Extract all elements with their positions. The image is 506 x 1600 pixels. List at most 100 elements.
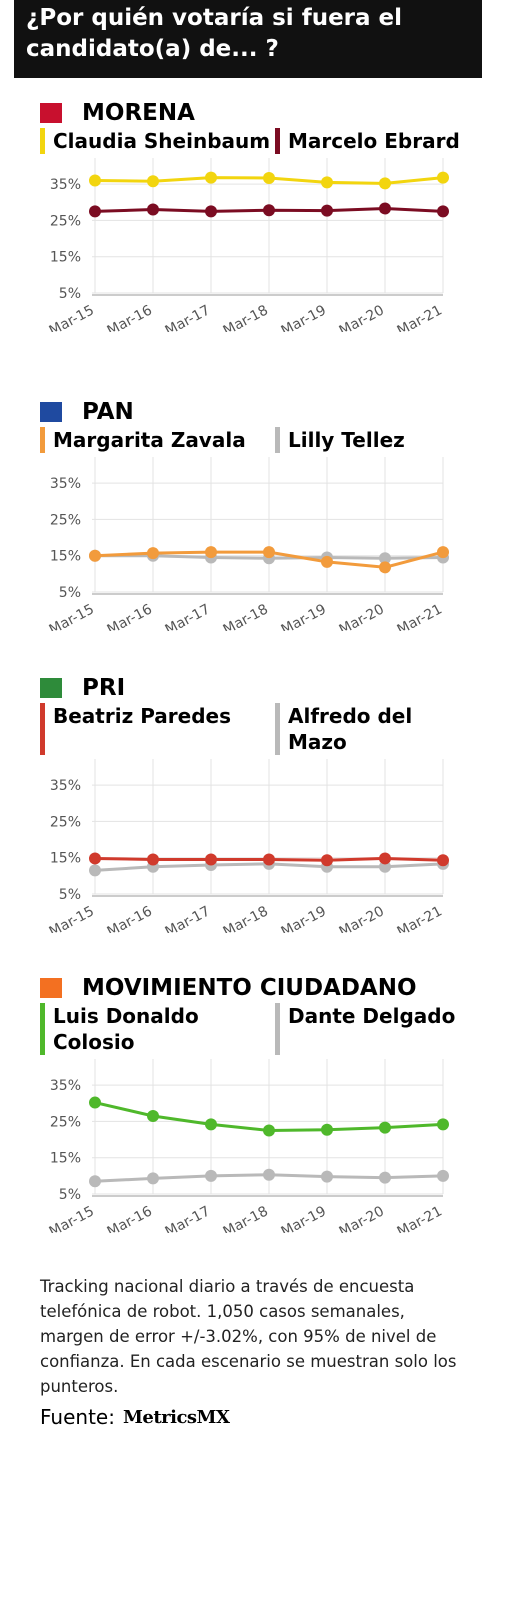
chart: 5% 15% 25% 35% Mar-15 Mar-16 Mar-17 Mar-18 Mar-1… (47, 457, 449, 631)
x-tick-label: Mar-15 (47, 302, 97, 332)
y-tick-label: 5% (59, 286, 81, 302)
point (263, 1168, 275, 1181)
point (321, 1123, 333, 1136)
point (437, 546, 449, 559)
legend-swatch (40, 128, 45, 154)
x-tick-label: Mar-16 (105, 601, 155, 631)
point (89, 852, 101, 865)
footnote: Tracking nacional diario a través de enc… (40, 1277, 457, 1396)
x-tick-label: Mar-21 (395, 903, 445, 933)
legend-label: Margarita Zavala (53, 428, 246, 452)
chart-section: MOVIMIENTO CIUDADANO Luis Donaldo Colosio… (0, 973, 506, 1233)
x-tick-label: Mar-17 (163, 903, 213, 933)
legend-swatch (275, 128, 280, 154)
y-tick-label: 15% (50, 250, 81, 266)
point (205, 546, 217, 559)
chart-title: PRI (82, 675, 126, 701)
point (379, 1171, 391, 1184)
y-tick-label: 25% (50, 512, 81, 528)
legend: Beatriz Paredes Alfredo del Mazo (0, 703, 506, 755)
chart-section: PAN Margarita Zavala Lilly Tellez 5% 15% 25% 3… (0, 397, 506, 631)
y-tick-label: 25% (50, 1114, 81, 1130)
point (147, 853, 159, 866)
chart-title-row: PRI (0, 673, 506, 703)
point (89, 864, 101, 877)
point (379, 177, 391, 190)
point (147, 1172, 159, 1185)
legend: Margarita Zavala Lilly Tellez (0, 427, 506, 453)
x-tick-label: Mar-17 (163, 302, 213, 332)
point (205, 205, 217, 218)
y-tick-label: 35% (50, 1078, 81, 1094)
y-tick-label: 5% (59, 585, 81, 601)
y-tick-label: 15% (50, 851, 81, 867)
legend-label: Alfredo del Mazo (288, 704, 413, 754)
chart: 5% 15% 25% 35% Mar-15 Mar-16 Mar-17 Mar-18 Mar-1… (47, 1059, 449, 1233)
y-tick-label: 35% (50, 177, 81, 193)
legend-entry: Dante Delgado (275, 1003, 475, 1055)
chart-title-row: PAN (0, 397, 506, 427)
legend-swatch (40, 1003, 45, 1055)
x-tick-label: Mar-16 (105, 903, 155, 933)
source-logo: MetricsMX (122, 1406, 230, 1428)
point (321, 555, 333, 568)
point (437, 205, 449, 218)
point (147, 203, 159, 216)
point (89, 205, 101, 218)
legend-entry: Luis Donaldo Colosio (40, 1003, 275, 1055)
y-tick-label: 35% (50, 476, 81, 492)
point (89, 174, 101, 187)
point (321, 854, 333, 867)
legend-label: Dante Delgado (288, 1004, 456, 1028)
chart-title-row: MORENA (0, 98, 506, 128)
legend-entry: Margarita Zavala (40, 427, 275, 453)
legend-swatch (40, 703, 45, 755)
chart-title: MORENA (82, 100, 195, 126)
x-tick-label: Mar-15 (47, 903, 97, 933)
legend-label: Claudia Sheinbaum (53, 129, 271, 153)
point (321, 204, 333, 217)
legend-entry: Beatriz Paredes (40, 703, 275, 755)
chart-section: PRI Beatriz Paredes Alfredo del Mazo 5% 15% 2… (0, 673, 506, 933)
legend: Claudia Sheinbaum Marcelo Ebrard (0, 128, 506, 154)
point (89, 1096, 101, 1109)
chart-title-row: MOVIMIENTO CIUDADANO (0, 973, 506, 1003)
point (263, 546, 275, 559)
party-icon (40, 678, 62, 698)
x-tick-label: Mar-19 (279, 1203, 329, 1233)
point (263, 171, 275, 184)
point (379, 1121, 391, 1134)
legend-label: Beatriz Paredes (53, 704, 232, 728)
y-tick-label: 25% (50, 213, 81, 229)
point (205, 171, 217, 184)
point (147, 175, 159, 188)
point (205, 1169, 217, 1182)
x-tick-label: Mar-18 (221, 903, 271, 933)
point (379, 552, 391, 565)
legend-swatch (275, 703, 280, 755)
x-tick-label: Mar-19 (279, 903, 329, 933)
point (263, 204, 275, 217)
source: Fuente: MetricsMX (40, 1405, 230, 1429)
x-tick-label: Mar-21 (395, 1203, 445, 1233)
x-tick-label: Mar-18 (221, 1203, 271, 1233)
x-tick-label: Mar-20 (337, 1203, 387, 1233)
point (379, 860, 391, 873)
legend-label: Luis Donaldo Colosio (53, 1004, 199, 1054)
x-tick-label: Mar-15 (47, 1203, 97, 1233)
x-tick-label: Mar-21 (395, 601, 445, 631)
x-tick-label: Mar-17 (163, 601, 213, 631)
chart: 5% 15% 25% 35% Mar-15 Mar-16 Mar-17 Mar-18 Mar-1… (47, 759, 449, 933)
x-tick-label: Mar-18 (221, 601, 271, 631)
point (379, 852, 391, 865)
x-tick-label: Mar-20 (337, 903, 387, 933)
point (147, 1109, 159, 1122)
point (89, 549, 101, 562)
party-icon (40, 103, 62, 123)
point (205, 1118, 217, 1131)
legend-entry: Claudia Sheinbaum (40, 128, 275, 154)
point (437, 1118, 449, 1131)
chart-title: MOVIMIENTO CIUDADANO (82, 975, 417, 1001)
point (89, 1175, 101, 1188)
x-tick-label: Mar-18 (221, 302, 271, 332)
